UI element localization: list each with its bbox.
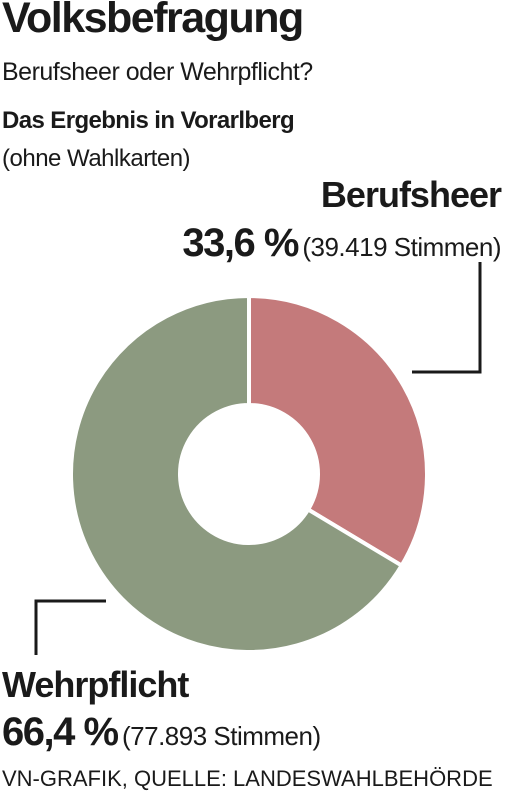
wehrpflicht-label: Wehrpflicht xyxy=(2,664,189,705)
slice-berufsheer xyxy=(247,293,429,569)
berufsheer-votes: (39.419 Stimmen) xyxy=(302,232,501,262)
page-title: Volksbefragung xyxy=(2,0,304,42)
berufsheer-percent: 33,6 % xyxy=(182,221,299,265)
berufsheer-label: Berufsheer xyxy=(320,174,502,215)
subtitle: Berufsheer oder Wehrpflicht? xyxy=(2,58,313,86)
source-credit: VN-GRAFIK, QUELLE: LANDESWAHLBEHÖRDE xyxy=(2,766,493,791)
chart-note: (ohne Wahlkarten) xyxy=(2,145,191,172)
donut-slices xyxy=(69,293,429,654)
slice-wehrpflicht xyxy=(69,293,405,654)
wehrpflicht-percent: 66,4 % xyxy=(2,710,119,754)
chart-heading: Das Ergebnis in Vorarlberg xyxy=(2,107,295,134)
wehrpflicht-leader-line xyxy=(34,599,106,655)
wehrpflicht-value-line: 66,4 % (77.893 Stimmen) xyxy=(2,710,321,755)
wehrpflicht-votes: (77.893 Stimmen) xyxy=(121,721,321,751)
berufsheer-value-line: 33,6 % (39.419 Stimmen) xyxy=(182,221,501,266)
berufsheer-leader-line xyxy=(412,262,482,374)
